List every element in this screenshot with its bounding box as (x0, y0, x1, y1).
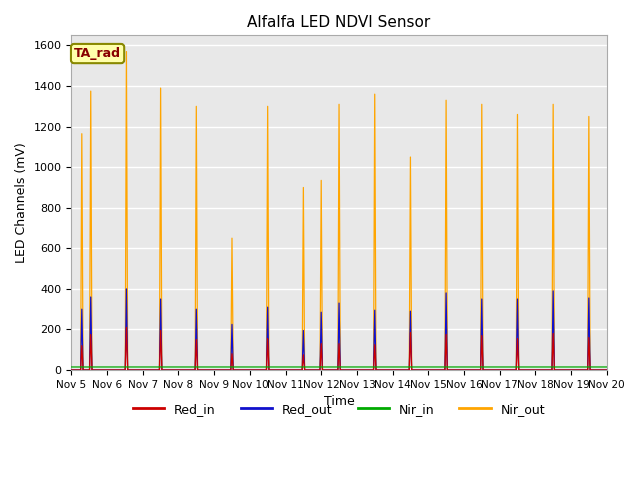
Red_in (562, 367, 570, 373)
Red_out (562, 367, 570, 373)
Red_in (123, 324, 131, 330)
Title: Alfalfa LED NDVI Sensor: Alfalfa LED NDVI Sensor (248, 15, 431, 30)
Red_in (68, 367, 76, 373)
Red_in (68, 367, 76, 373)
Nir_in (562, 364, 570, 370)
Red_in (244, 367, 252, 373)
Nir_in (460, 364, 467, 370)
Nir_in (412, 364, 420, 370)
Red_out (603, 367, 611, 373)
Line: Red_out: Red_out (72, 289, 607, 370)
Nir_out (68, 367, 76, 373)
Red_out (460, 367, 467, 373)
Nir_in (603, 364, 611, 370)
Nir_out (68, 367, 76, 373)
Nir_out (346, 367, 353, 373)
Red_out (346, 367, 353, 373)
Nir_out (123, 48, 131, 54)
Red_in (603, 367, 611, 373)
Line: Nir_out: Nir_out (72, 51, 607, 370)
Nir_out (244, 367, 252, 373)
Nir_out (460, 367, 467, 373)
Text: TA_rad: TA_rad (74, 47, 121, 60)
Red_out (412, 367, 420, 373)
X-axis label: Time: Time (324, 396, 355, 408)
Red_out (244, 367, 252, 373)
Legend: Red_in, Red_out, Nir_in, Nir_out: Red_in, Red_out, Nir_in, Nir_out (128, 397, 550, 420)
Red_out (68, 367, 76, 373)
Nir_in (346, 364, 353, 370)
Nir_in (244, 364, 252, 370)
Nir_out (603, 367, 611, 373)
Line: Red_in: Red_in (72, 327, 607, 370)
Red_out (123, 286, 131, 292)
Red_out (68, 367, 76, 373)
Red_in (346, 367, 353, 373)
Nir_in (68, 364, 76, 370)
Red_in (460, 367, 467, 373)
Nir_in (68, 364, 76, 370)
Nir_out (562, 367, 570, 373)
Red_in (412, 367, 420, 373)
Y-axis label: LED Channels (mV): LED Channels (mV) (15, 142, 28, 263)
Nir_out (412, 367, 420, 373)
